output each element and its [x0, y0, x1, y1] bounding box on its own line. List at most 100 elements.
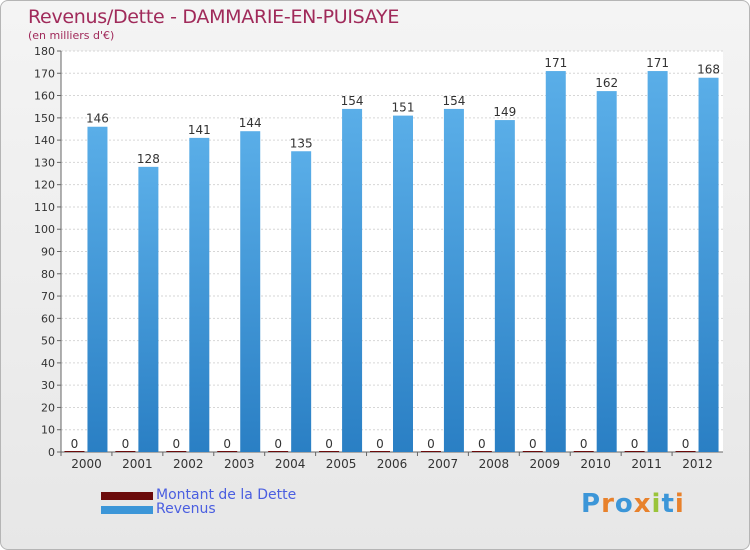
bar-dette	[420, 451, 441, 452]
data-label-dette: 0	[427, 437, 435, 451]
bar-dette	[522, 451, 543, 452]
x-tick-label: 2003	[224, 457, 255, 471]
x-tick-label: 2009	[529, 457, 560, 471]
bar-revenus	[189, 137, 210, 452]
bar-dette	[268, 451, 289, 452]
data-label-dette: 0	[631, 437, 639, 451]
bar-dette	[115, 451, 136, 452]
x-tick-label: 2010	[580, 457, 611, 471]
chart-subtitle: (en milliers d'€)	[28, 29, 115, 42]
legend-label-dette: Montant de la Dette	[156, 487, 297, 503]
y-tick-label: 50	[41, 335, 55, 348]
y-tick-label: 140	[34, 134, 55, 147]
data-label-revenus: 128	[137, 152, 160, 166]
logo-letter: P	[581, 489, 602, 519]
data-label-dette: 0	[682, 437, 690, 451]
bar-revenus	[342, 108, 363, 452]
logo-letter: o	[614, 489, 634, 519]
y-tick-label: 90	[41, 246, 55, 259]
y-tick-label: 60	[41, 312, 55, 325]
data-label-dette: 0	[529, 437, 537, 451]
y-tick-label: 110	[34, 201, 55, 214]
data-label-revenus: 149	[493, 105, 516, 119]
y-tick-label: 130	[34, 156, 55, 169]
logo-letter: t	[661, 489, 675, 519]
x-tick-label: 2005	[326, 457, 357, 471]
data-label-revenus: 141	[188, 123, 211, 137]
x-tick-label: 2002	[173, 457, 204, 471]
bar-dette	[471, 451, 492, 452]
data-label-dette: 0	[172, 437, 180, 451]
x-tick-label: 2008	[479, 457, 510, 471]
x-tick-label: 2012	[682, 457, 713, 471]
y-tick-label: 70	[41, 290, 55, 303]
data-label-dette: 0	[325, 437, 333, 451]
bar-dette	[370, 451, 390, 452]
bar-revenus	[291, 151, 312, 452]
bar-dette	[64, 451, 85, 452]
data-label-dette: 0	[580, 437, 588, 451]
data-label-dette: 0	[376, 437, 384, 451]
x-tick-label: 2006	[377, 457, 408, 471]
data-label-revenus: 171	[646, 56, 669, 70]
data-label-revenus: 146	[86, 112, 109, 126]
proxiti-logo: Proxiti	[581, 489, 685, 519]
bar-revenus	[596, 91, 617, 452]
bar-revenus	[698, 77, 719, 452]
y-tick-label: 160	[34, 90, 55, 103]
data-label-revenus: 154	[442, 94, 465, 108]
bar-revenus	[443, 108, 464, 452]
data-label-dette: 0	[122, 437, 130, 451]
bar-dette	[624, 451, 645, 452]
bar-revenus	[647, 71, 668, 453]
data-label-revenus: 171	[544, 56, 567, 70]
logo-letter: i	[674, 489, 685, 519]
bar-revenus	[138, 166, 159, 452]
y-tick-label: 80	[41, 268, 55, 281]
legend-label-revenus: Revenus	[156, 501, 216, 517]
data-label-revenus: 168	[697, 63, 720, 77]
bar-dette	[573, 451, 594, 452]
bar-dette	[217, 451, 238, 452]
legend-swatch-revenus	[101, 506, 153, 514]
y-tick-label: 30	[41, 379, 55, 392]
bar-revenus	[545, 71, 566, 453]
x-tick-label: 2000	[71, 457, 102, 471]
bar-revenus	[494, 120, 515, 453]
data-label-dette: 0	[274, 437, 282, 451]
data-label-dette: 0	[223, 437, 231, 451]
data-label-dette: 0	[71, 437, 79, 451]
y-tick-label: 100	[34, 223, 55, 236]
y-tick-label: 120	[34, 179, 55, 192]
data-label-revenus: 162	[595, 76, 618, 90]
y-tick-label: 40	[41, 357, 55, 370]
bar-revenus	[240, 131, 261, 452]
bar-dette	[319, 451, 340, 452]
logo-letter: x	[633, 489, 652, 519]
legend-swatch-dette	[101, 492, 153, 500]
data-label-revenus: 154	[341, 94, 364, 108]
logo-letter: i	[651, 489, 662, 519]
x-tick-label: 2011	[631, 457, 662, 471]
x-tick-label: 2001	[122, 457, 153, 471]
bar-dette	[166, 451, 187, 452]
data-label-revenus: 151	[392, 101, 415, 115]
bar-dette	[675, 451, 696, 452]
chart-title: Revenus/Dette - DAMMARIE-EN-PUISAYE	[28, 6, 400, 28]
x-tick-label: 2004	[275, 457, 306, 471]
data-label-revenus: 135	[290, 136, 313, 150]
logo-letter: r	[601, 489, 615, 519]
y-tick-label: 150	[34, 112, 55, 125]
y-tick-label: 10	[41, 424, 55, 437]
y-tick-label: 0	[48, 446, 55, 459]
bar-revenus	[393, 115, 413, 452]
y-tick-label: 20	[41, 401, 55, 414]
y-tick-label: 170	[34, 67, 55, 80]
x-tick-label: 2007	[428, 457, 459, 471]
data-label-revenus: 144	[239, 116, 262, 130]
bar-revenus	[87, 126, 108, 452]
y-tick-label: 180	[34, 45, 55, 58]
data-label-dette: 0	[478, 437, 486, 451]
